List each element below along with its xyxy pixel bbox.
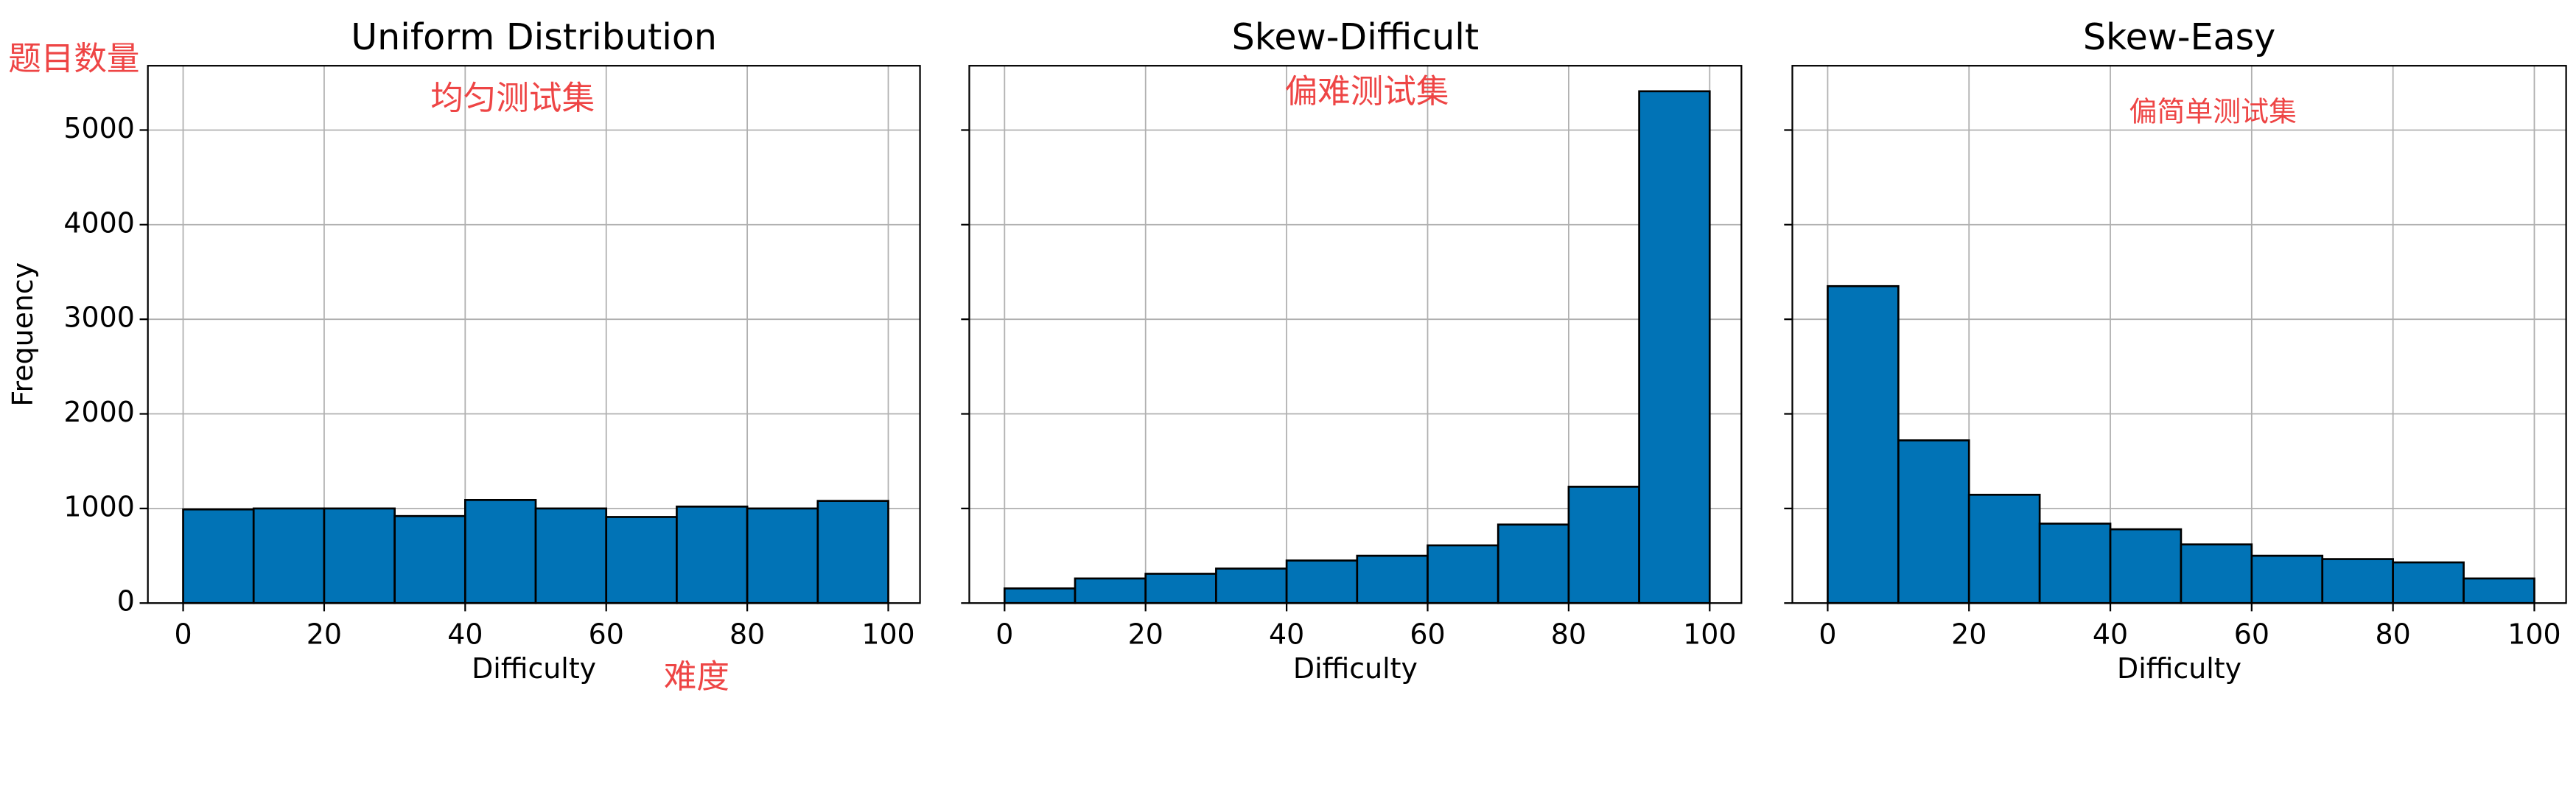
bar bbox=[2180, 543, 2253, 604]
x-tick-label: 60 bbox=[2234, 618, 2269, 650]
bar bbox=[393, 514, 466, 604]
bar bbox=[1897, 439, 1970, 604]
x-tick-label: 20 bbox=[307, 618, 342, 650]
y-tick-label: 2000 bbox=[63, 396, 134, 428]
bar bbox=[676, 505, 749, 604]
x-axis-label: Difficulty bbox=[1293, 652, 1418, 685]
axes-frame bbox=[147, 65, 921, 604]
x-tick-label: 60 bbox=[1410, 618, 1445, 650]
bar bbox=[605, 516, 678, 604]
bar bbox=[182, 508, 255, 604]
bar bbox=[323, 507, 396, 604]
x-tick-label: 80 bbox=[729, 618, 765, 650]
y-tick-label: 4000 bbox=[63, 206, 134, 239]
bar bbox=[1638, 90, 1711, 604]
chart-title: Skew-Easy bbox=[2083, 15, 2275, 58]
x-tick-label: 100 bbox=[1683, 618, 1736, 650]
annotation: 均匀测试集 bbox=[430, 79, 595, 117]
x-tick-label: 0 bbox=[995, 618, 1013, 650]
x-tick-label: 60 bbox=[589, 618, 624, 650]
y-tick-label: 5000 bbox=[63, 112, 134, 144]
bar bbox=[534, 507, 608, 604]
x-tick-label: 80 bbox=[2376, 618, 2411, 650]
x-tick-label: 40 bbox=[1269, 618, 1304, 650]
bar bbox=[2321, 558, 2394, 604]
bar bbox=[252, 507, 326, 604]
x-axis-label: Difficulty bbox=[2117, 652, 2241, 685]
x-axis-label: Difficulty bbox=[472, 652, 596, 685]
bar bbox=[746, 507, 819, 604]
axes-frame bbox=[968, 65, 1743, 604]
bar bbox=[2392, 561, 2465, 604]
x-tick-label: 40 bbox=[2093, 618, 2128, 650]
x-tick-label: 0 bbox=[1819, 618, 1836, 650]
y-tick-label: 0 bbox=[117, 585, 135, 618]
annotation: 偏简单测试集 bbox=[2129, 95, 2297, 128]
x-tick-label: 100 bbox=[2507, 618, 2561, 650]
bar bbox=[1003, 587, 1077, 604]
y-tick-label: 1000 bbox=[63, 490, 134, 523]
bar bbox=[816, 500, 889, 604]
annotation: 偏难测试集 bbox=[1285, 72, 1449, 111]
bar bbox=[1967, 493, 2041, 604]
bar bbox=[1144, 573, 1217, 604]
y-axis-label: Frequency bbox=[7, 262, 39, 407]
bar bbox=[2038, 523, 2112, 604]
bar bbox=[1356, 554, 1429, 604]
bar bbox=[463, 499, 537, 604]
x-tick-label: 20 bbox=[1951, 618, 1987, 650]
y-tick-label: 3000 bbox=[63, 301, 134, 334]
chart-title: Skew-Difficult bbox=[1232, 15, 1480, 58]
bar bbox=[1215, 568, 1288, 604]
bar bbox=[2109, 528, 2183, 604]
bar bbox=[1497, 523, 1570, 604]
x-tick-label: 80 bbox=[1551, 618, 1586, 650]
x-tick-label: 0 bbox=[174, 618, 192, 650]
bar bbox=[2463, 577, 2535, 604]
annotation: 难度 bbox=[664, 657, 729, 696]
bar bbox=[1074, 577, 1147, 604]
annotation: 题目数量 bbox=[8, 39, 139, 77]
bar bbox=[2250, 554, 2324, 604]
x-tick-label: 40 bbox=[447, 618, 483, 650]
bar bbox=[1285, 559, 1359, 604]
chart-title: Uniform Distribution bbox=[351, 15, 717, 58]
x-tick-label: 100 bbox=[861, 618, 914, 650]
x-tick-label: 20 bbox=[1128, 618, 1163, 650]
bar bbox=[1827, 284, 1900, 604]
axes-frame bbox=[1791, 65, 2567, 604]
bar bbox=[1567, 486, 1640, 604]
bar bbox=[1427, 544, 1499, 604]
